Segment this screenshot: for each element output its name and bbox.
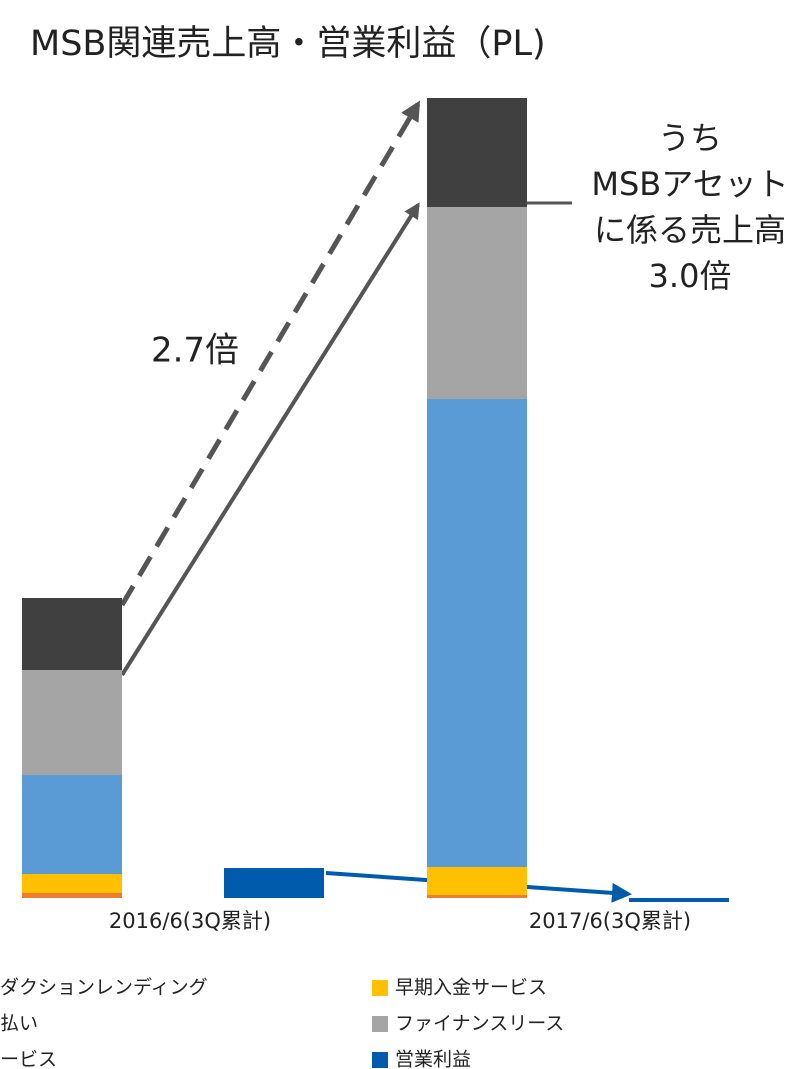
callout: うち MSBアセット に係る売上高 3.0倍 — [591, 119, 788, 295]
profit-bar — [629, 898, 729, 902]
annotation: 2.7倍 — [151, 331, 239, 371]
legend-label: 払い — [0, 1013, 38, 1035]
bar-segment — [22, 670, 122, 775]
bar-segment — [427, 895, 527, 898]
callout-line-text: MSBアセット — [591, 165, 788, 203]
callout-line-text: うち — [658, 119, 722, 157]
bar-segment — [22, 598, 122, 670]
legend-swatch — [372, 1052, 388, 1068]
bar-segment — [22, 874, 122, 893]
legend-label: 営業利益 — [395, 1049, 471, 1069]
bar-segment — [427, 207, 527, 399]
bar-segment — [22, 775, 122, 874]
profit-bar — [224, 868, 324, 898]
legend-swatch — [372, 980, 388, 996]
callout-line-text: に係る売上高 — [594, 211, 786, 249]
legend-label: ファイナンスリース — [395, 1013, 564, 1035]
x-tick-label: 2017/6(3Q累計) — [529, 909, 691, 933]
legend-swatch — [372, 1016, 388, 1032]
legend-label: 早期入金サービス — [395, 977, 547, 999]
bar-segment — [427, 98, 527, 207]
legend-label: ービス — [0, 1049, 57, 1069]
bar-segment — [427, 867, 527, 895]
legend-label: ダクションレンディング — [0, 977, 208, 999]
dashed-arrow — [119, 100, 421, 607]
x-tick-label: 2016/6(3Q累計) — [109, 909, 271, 933]
bar-segment — [22, 893, 122, 898]
bar-segment — [427, 399, 527, 867]
solid-arrow — [120, 202, 420, 677]
callout-line-text: 3.0倍 — [649, 257, 732, 295]
chart-title: MSB関連売上高・営業利益（PL) — [30, 24, 546, 64]
